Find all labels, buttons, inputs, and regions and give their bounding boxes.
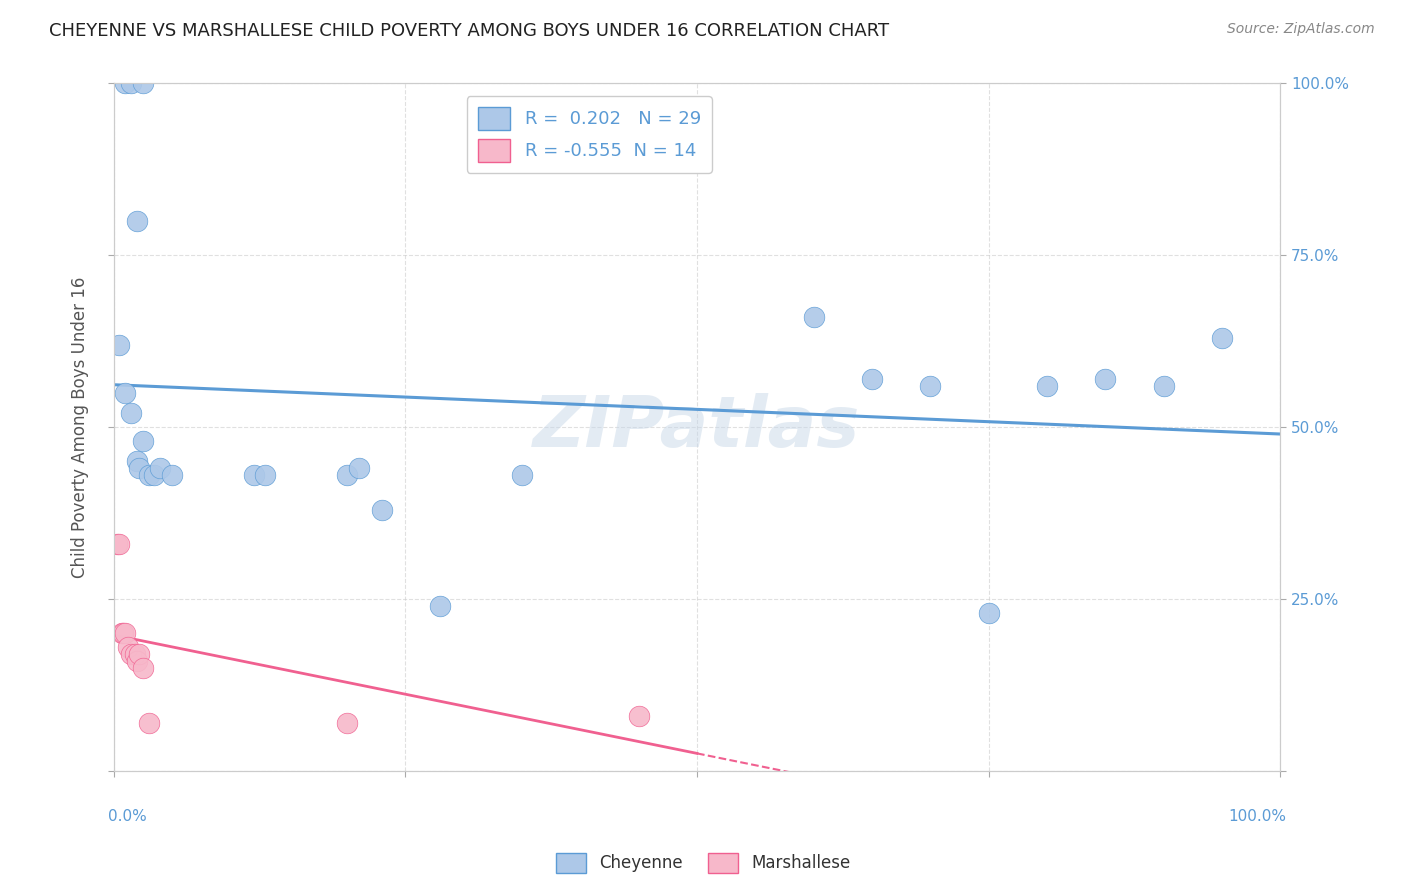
Legend: Cheyenne, Marshallese: Cheyenne, Marshallese — [550, 847, 856, 880]
Point — [105, 537, 128, 551]
Point — [149, 461, 172, 475]
Point — [920, 379, 942, 393]
Point — [120, 77, 142, 91]
Point — [1094, 372, 1116, 386]
Text: CHEYENNE VS MARSHALLESE CHILD POVERTY AMONG BOYS UNDER 16 CORRELATION CHART: CHEYENNE VS MARSHALLESE CHILD POVERTY AM… — [49, 22, 890, 40]
Point — [120, 406, 142, 420]
Point — [125, 454, 148, 468]
Point — [429, 599, 451, 613]
Point — [1036, 379, 1059, 393]
Point — [132, 660, 155, 674]
Y-axis label: Child Poverty Among Boys Under 16: Child Poverty Among Boys Under 16 — [72, 277, 89, 578]
Point — [128, 647, 150, 661]
Point — [1153, 379, 1175, 393]
Point — [138, 468, 160, 483]
Text: 0.0%: 0.0% — [108, 808, 146, 823]
Point — [111, 626, 134, 640]
Point — [336, 468, 359, 483]
Point — [120, 647, 142, 661]
Point — [128, 461, 150, 475]
Point — [510, 468, 533, 483]
Point — [114, 385, 136, 400]
Point — [132, 434, 155, 448]
Point — [1211, 331, 1233, 345]
Point — [114, 626, 136, 640]
Text: Source: ZipAtlas.com: Source: ZipAtlas.com — [1227, 22, 1375, 37]
Point — [138, 715, 160, 730]
Point — [371, 502, 394, 516]
Point — [254, 468, 277, 483]
Point — [114, 77, 136, 91]
Point — [803, 310, 825, 325]
Point — [627, 708, 650, 723]
Point — [132, 77, 155, 91]
Point — [125, 654, 148, 668]
Legend: R =  0.202   N = 29, R = -0.555  N = 14: R = 0.202 N = 29, R = -0.555 N = 14 — [467, 96, 711, 173]
Point — [347, 461, 370, 475]
Point — [108, 337, 131, 351]
Point — [977, 606, 1000, 620]
Point — [160, 468, 183, 483]
Point — [143, 468, 166, 483]
Point — [242, 468, 264, 483]
Text: 100.0%: 100.0% — [1229, 808, 1286, 823]
Point — [108, 537, 131, 551]
Point — [111, 626, 134, 640]
Point — [117, 640, 139, 654]
Point — [125, 214, 148, 228]
Point — [124, 647, 146, 661]
Point — [860, 372, 883, 386]
Text: ZIPatlas: ZIPatlas — [533, 392, 860, 461]
Point — [336, 715, 359, 730]
